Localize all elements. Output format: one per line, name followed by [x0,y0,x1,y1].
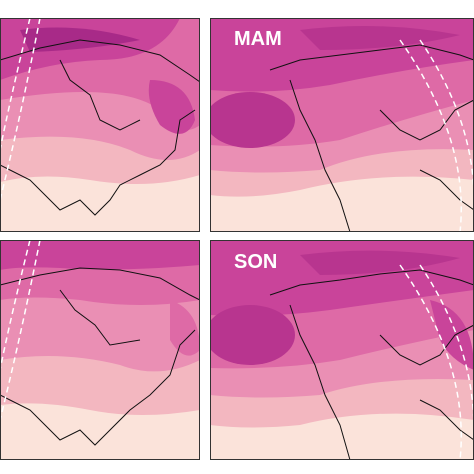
season-label: SON [234,251,277,273]
season-label: MAM [234,28,282,50]
map-panel [0,240,200,460]
panel-border [0,240,200,460]
map-panel [210,240,474,460]
panel-border [0,18,200,232]
map-panel [0,18,200,232]
map-panel [210,18,474,232]
